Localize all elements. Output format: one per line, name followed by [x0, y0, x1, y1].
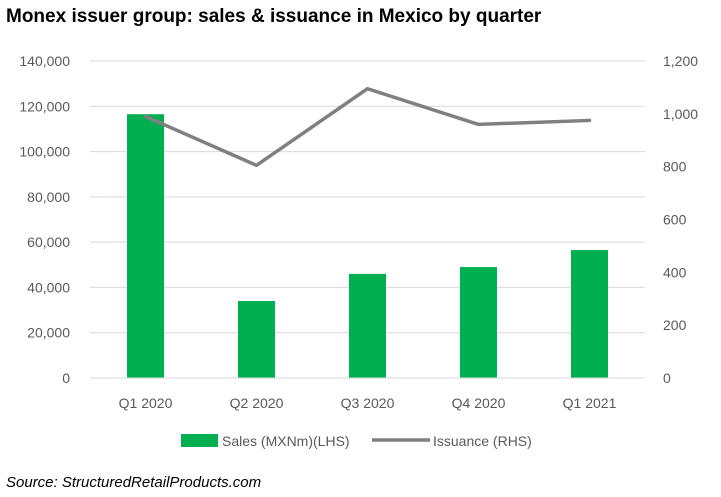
- left-tick-label: 120,000: [19, 98, 70, 114]
- source-note: Source: StructuredRetailProducts.com: [6, 474, 262, 491]
- x-tick-label: Q1 2020: [119, 395, 173, 411]
- left-tick-label: 20,000: [27, 325, 70, 341]
- chart-title: Monex issuer group: sales & issuance in …: [6, 6, 542, 27]
- right-tick-label: 1,200: [663, 53, 698, 69]
- left-tick-label: 40,000: [27, 279, 70, 295]
- left-tick-label: 140,000: [19, 53, 70, 69]
- issuance-line: [143, 86, 592, 168]
- legend-label-issuance: Issuance (RHS): [433, 433, 532, 449]
- x-tick-label: Q1 2021: [563, 395, 617, 411]
- right-tick-label: 400: [663, 264, 687, 280]
- right-tick-label: 1,000: [663, 106, 698, 122]
- left-tick-label: 60,000: [27, 234, 70, 250]
- right-tick-label: 600: [663, 212, 687, 228]
- left-axis: 0 20,000 40,000 60,000 80,000 100,000 120,000 1…: [19, 53, 70, 386]
- sales-bar: [571, 250, 608, 378]
- legend: Sales (MXNm)(LHS) Issuance (RHS): [181, 433, 532, 449]
- right-tick-label: 800: [663, 159, 687, 175]
- right-tick-label: 200: [663, 317, 687, 333]
- legend-label-sales: Sales (MXNm)(LHS): [222, 433, 350, 449]
- x-tick-label: Q3 2020: [341, 395, 395, 411]
- x-tick-label: Q4 2020: [452, 395, 506, 411]
- bar-series: [127, 114, 608, 378]
- left-tick-label: 80,000: [27, 189, 70, 205]
- sales-bar: [460, 267, 497, 378]
- x-tick-label: Q2 2020: [230, 395, 284, 411]
- sales-bar: [127, 114, 164, 378]
- sales-bar: [349, 273, 386, 378]
- left-tick-label: 100,000: [19, 144, 70, 160]
- line-series: [143, 86, 592, 168]
- left-tick-label: 0: [62, 370, 70, 386]
- legend-swatch-sales: [181, 434, 218, 447]
- x-axis: Q1 2020 Q2 2020 Q3 2020 Q4 2020 Q1 2021: [90, 377, 645, 411]
- right-axis: 0 200 400 600 800 1,000 1,200: [663, 53, 698, 386]
- right-tick-label: 0: [663, 370, 671, 386]
- sales-bar: [238, 301, 275, 378]
